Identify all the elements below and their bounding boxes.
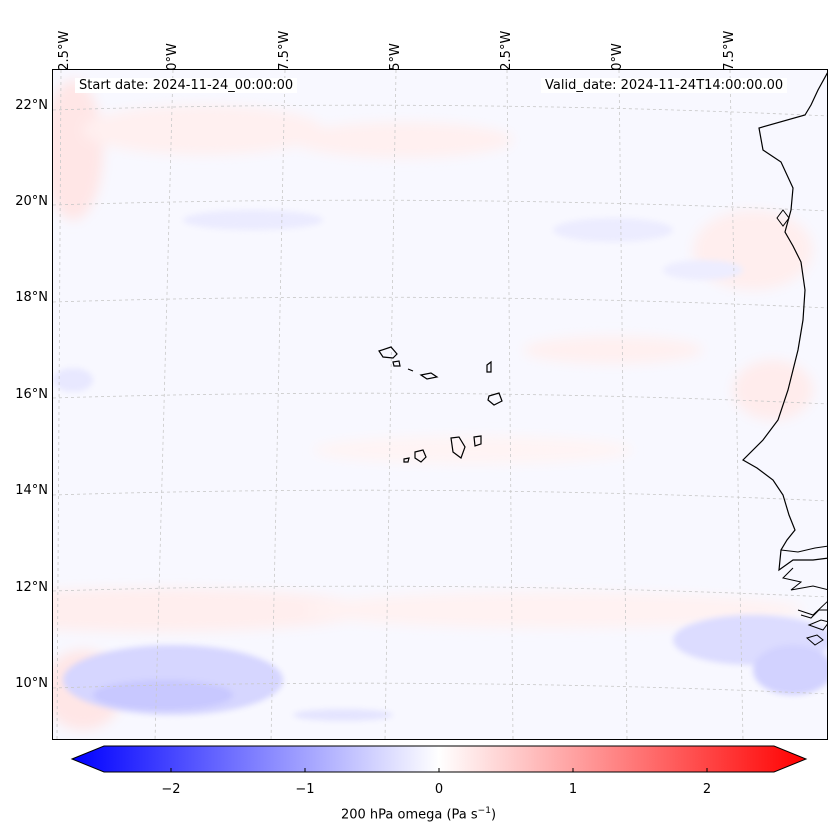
cape-verde-islands — [378, 346, 503, 463]
colorbar-label-suffix: ) — [490, 807, 497, 823]
lat-label-20n: 20°N — [15, 194, 48, 209]
lat-label-14n: 14°N — [15, 483, 48, 498]
lat-label-10n: 10°N — [15, 676, 48, 691]
colorbar-tick-0: 0 — [434, 782, 444, 797]
colorbar-tick-neg2: −2 — [161, 782, 181, 797]
lat-label-16n: 16°N — [15, 387, 48, 402]
map-panel — [52, 69, 828, 740]
valid-date-label: Valid_date: 2024-11-24T14:00:00.00 — [541, 78, 788, 93]
african-coastline — [742, 72, 827, 572]
lat-label-12n: 12°N — [15, 580, 48, 595]
colorbar-label-exponent: −1 — [477, 806, 491, 816]
colorbar-gradient — [70, 745, 808, 773]
omega-field-map — [53, 70, 827, 739]
graticule — [53, 70, 827, 739]
colorbar-tick-neg1: −1 — [295, 782, 315, 797]
positive-omega-patches — [53, 80, 813, 730]
colorbar — [70, 745, 808, 773]
colorbar-tick-1: 1 — [568, 782, 578, 797]
colorbar-tick-2: 2 — [702, 782, 712, 797]
colorbar-label-text: 200 hPa omega (Pa s — [340, 807, 478, 823]
lat-label-22n: 22°N — [15, 98, 48, 113]
colorbar-label: 200 hPa omega (Pa s−1) — [0, 806, 837, 822]
lat-label-18n: 18°N — [15, 290, 48, 305]
start-date-label: Start date: 2024-11-24_00:00:00 — [75, 78, 298, 93]
negative-omega-patches — [53, 210, 827, 721]
